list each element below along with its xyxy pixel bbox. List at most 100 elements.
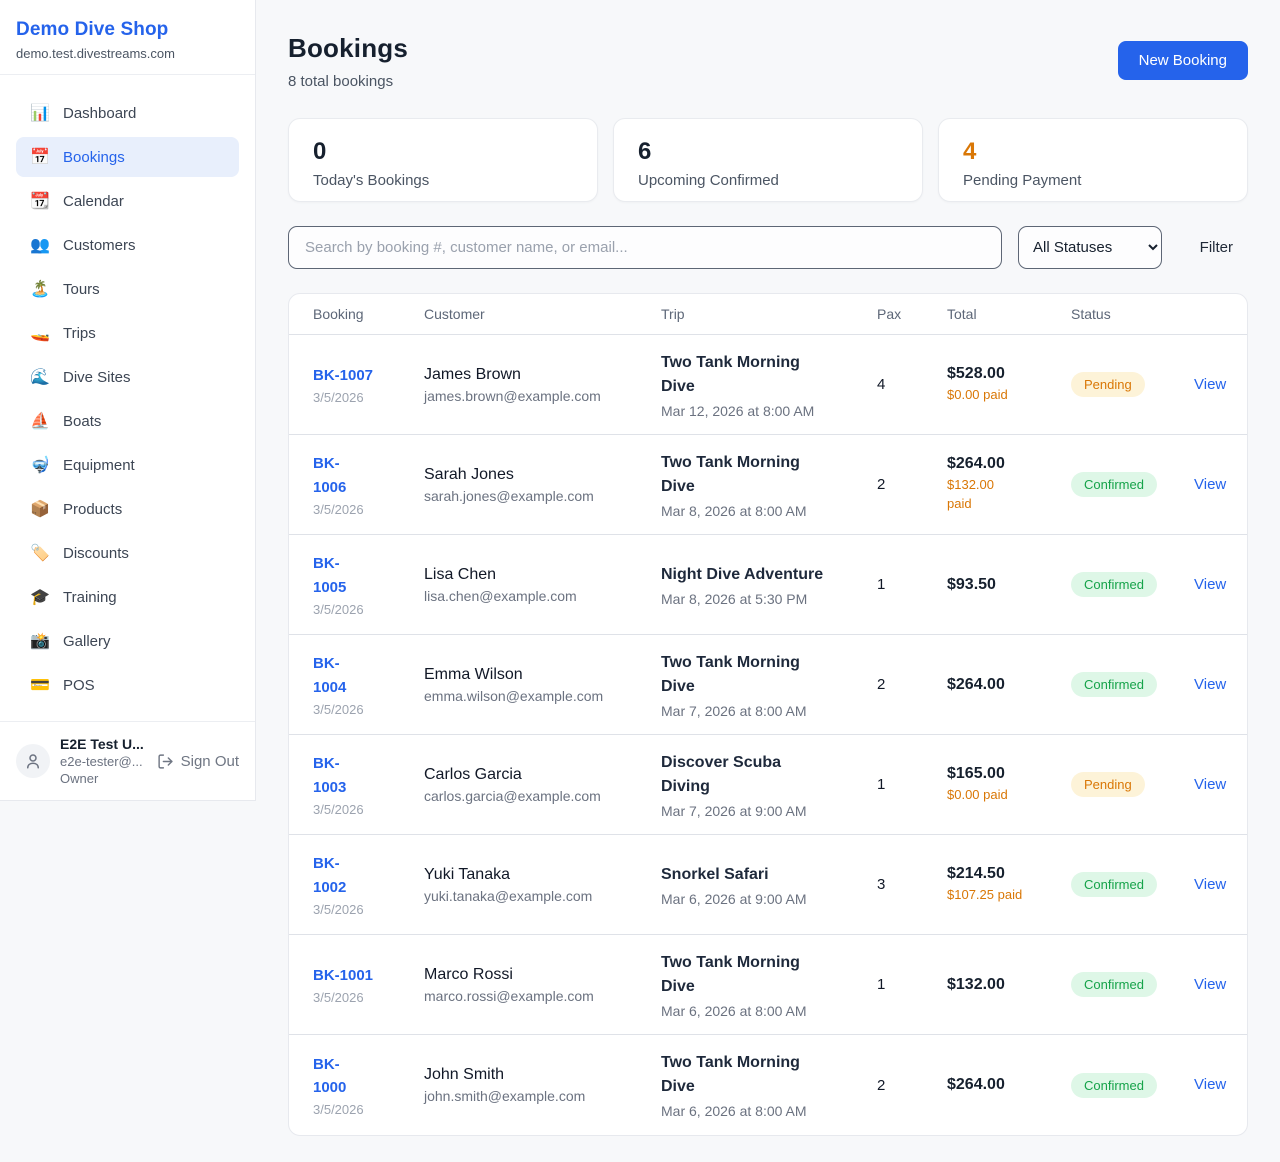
trip-cell: Two Tank Morning Dive Mar 6, 2026 at 8:0…	[661, 1051, 877, 1119]
sidebar-item-dive-sites[interactable]: 🌊 Dive Sites	[16, 357, 239, 397]
total-cell: $264.00 $132.00 paid	[947, 455, 1071, 514]
total-cell: $132.00	[947, 976, 1071, 994]
sidebar-item-gallery[interactable]: 📸 Gallery	[16, 621, 239, 661]
sidebar-item-label: Bookings	[63, 148, 125, 166]
booking-date: 3/5/2026	[313, 601, 364, 617]
view-link[interactable]: View	[1194, 1076, 1227, 1093]
booking-id-link[interactable]: BK- 1003	[313, 755, 347, 796]
total-amount: $264.00	[947, 1076, 1005, 1093]
pax-cell: 1	[877, 776, 886, 793]
customer-name: Yuki Tanaka	[424, 865, 510, 883]
customer-email: carlos.garcia@example.com	[424, 787, 601, 804]
sidebar-item-label: POS	[63, 676, 95, 694]
customer-cell: Carlos Garcia carlos.garcia@example.com	[424, 766, 661, 804]
customer-cell: Yuki Tanaka yuki.tanaka@example.com	[424, 866, 661, 904]
actions-cell: View	[1194, 976, 1226, 994]
trip-name: Two Tank Morning Dive	[661, 353, 800, 395]
actions-cell: View	[1194, 1076, 1226, 1094]
sign-out-button[interactable]: Sign Out	[157, 753, 239, 770]
trip-cell: Discover Scuba Diving Mar 7, 2026 at 9:0…	[661, 751, 877, 819]
sidebar-item-label: Dashboard	[63, 104, 137, 122]
desert-island-icon: 🏝️	[30, 281, 50, 298]
view-link[interactable]: View	[1194, 775, 1227, 793]
booking-id-link[interactable]: BK- 1000	[313, 1055, 347, 1096]
booking-id-link[interactable]: BK- 1002	[313, 855, 347, 896]
avatar	[16, 744, 50, 778]
customer-cell: James Brown james.brown@example.com	[424, 366, 661, 404]
paid-amount: $0.00 paid	[947, 386, 1008, 402]
sidebar-item-pos[interactable]: 💳 POS	[16, 665, 239, 705]
paid-amount: $107.25 paid	[947, 886, 1023, 902]
sidebar-item-label: Trips	[63, 324, 96, 342]
sidebar-item-tours[interactable]: 🏝️ Tours	[16, 269, 239, 309]
sidebar-item-label: Dive Sites	[63, 368, 131, 386]
view-link[interactable]: View	[1194, 375, 1227, 393]
actions-cell: View	[1194, 676, 1226, 694]
stat-value: 6	[638, 138, 652, 165]
status-select[interactable]: All Statuses	[1018, 226, 1162, 269]
sidebar-item-equipment[interactable]: 🤿 Equipment	[16, 445, 239, 485]
status-cell: Pending	[1071, 772, 1194, 797]
sidebar-item-products[interactable]: 📦 Products	[16, 489, 239, 529]
person-icon	[27, 754, 39, 769]
new-booking-button[interactable]: New Booking	[1117, 41, 1248, 80]
page-title: Bookings	[288, 33, 409, 63]
customer-cell: Emma Wilson emma.wilson@example.com	[424, 666, 661, 704]
trip-name: Discover Scuba Diving	[661, 753, 782, 795]
trip-datetime: Mar 12, 2026 at 8:00 AM	[661, 402, 815, 419]
sidebar-item-training[interactable]: 🎓 Training	[16, 577, 239, 617]
booking-cell: BK- 1004 3/5/2026	[313, 652, 424, 717]
booking-id-link[interactable]: BK- 1004	[313, 655, 347, 696]
sidebar: Demo Dive Shop demo.test.divestreams.com…	[0, 0, 256, 801]
brand-title[interactable]: Demo Dive Shop	[16, 19, 169, 40]
total-amount: $264.00	[947, 455, 1005, 473]
trip-cell: Night Dive Adventure Mar 8, 2026 at 5:30…	[661, 563, 877, 607]
paid-amount: $132.00 paid	[947, 477, 994, 511]
filter-button[interactable]: Filter	[1199, 239, 1233, 256]
view-link[interactable]: View	[1194, 975, 1227, 993]
sidebar-item-trips[interactable]: 🚤 Trips	[16, 313, 239, 353]
user-email: e2e-tester@...	[60, 754, 143, 769]
customer-name: Lisa Chen	[424, 565, 497, 583]
calendar-icon: 📅	[30, 149, 50, 166]
sidebar-item-boats[interactable]: ⛵ Boats	[16, 401, 239, 441]
customer-cell: John Smith john.smith@example.com	[424, 1066, 661, 1104]
table-body: BK-1007 3/5/2026 James Brown james.brown…	[289, 335, 1247, 1135]
view-link[interactable]: View	[1194, 875, 1227, 893]
column-header-booking: Booking	[313, 306, 364, 322]
booking-cell: BK- 1000 3/5/2026	[313, 1053, 424, 1118]
sidebar-item-bookings[interactable]: 📅 Bookings	[16, 137, 239, 177]
pax-cell: 1	[877, 976, 886, 993]
view-link[interactable]: View	[1194, 475, 1227, 493]
customer-name: Carlos Garcia	[424, 765, 522, 783]
people-icon: 👥	[30, 237, 50, 254]
status-cell: Confirmed	[1071, 572, 1194, 597]
trip-name: Night Dive Adventure	[661, 565, 824, 583]
table-row: BK- 1005 3/5/2026 Lisa Chen lisa.chen@ex…	[289, 535, 1247, 635]
view-link[interactable]: View	[1194, 675, 1227, 693]
total-amount: $214.50	[947, 864, 1005, 882]
booking-id-link[interactable]: BK- 1006	[313, 455, 347, 496]
actions-cell: View	[1194, 576, 1226, 594]
trip-name: Snorkel Safari	[661, 865, 769, 883]
sidebar-item-discounts[interactable]: 🏷️ Discounts	[16, 533, 239, 573]
trip-name: Two Tank Morning Dive	[661, 653, 800, 695]
sidebar-item-dashboard[interactable]: 📊 Dashboard	[16, 93, 239, 133]
sidebar-item-customers[interactable]: 👥 Customers	[16, 225, 239, 265]
booking-cell: BK-1007 3/5/2026	[313, 364, 424, 405]
trip-datetime: Mar 8, 2026 at 5:30 PM	[661, 590, 808, 607]
booking-id-link[interactable]: BK- 1005	[313, 555, 347, 596]
booking-cell: BK- 1002 3/5/2026	[313, 852, 424, 917]
view-link[interactable]: View	[1194, 575, 1227, 593]
search-input[interactable]	[288, 226, 1002, 269]
column-header-customer: Customer	[424, 306, 485, 322]
sidebar-item-label: Discounts	[63, 544, 129, 562]
trip-cell: Two Tank Morning Dive Mar 6, 2026 at 8:0…	[661, 951, 877, 1019]
sidebar-item-calendar[interactable]: 📆 Calendar	[16, 181, 239, 221]
total-amount: $165.00	[947, 764, 1005, 782]
booking-id-link[interactable]: BK-1001	[313, 966, 374, 984]
booking-id-link[interactable]: BK-1007	[313, 366, 374, 384]
booking-cell: BK- 1003 3/5/2026	[313, 752, 424, 817]
user-role: Owner	[60, 771, 99, 786]
brand-domain: demo.test.divestreams.com	[16, 46, 175, 61]
